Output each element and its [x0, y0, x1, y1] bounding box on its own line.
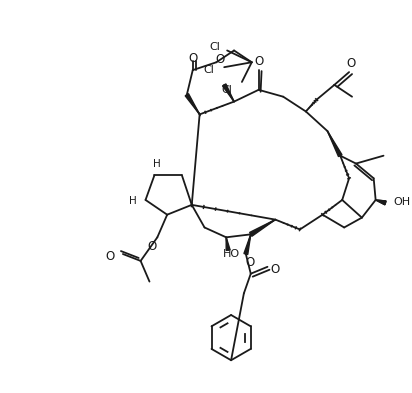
Text: O: O — [271, 263, 280, 276]
Text: Cl: Cl — [209, 42, 220, 51]
Text: OH: OH — [393, 197, 410, 207]
Polygon shape — [185, 94, 200, 114]
Polygon shape — [376, 200, 386, 205]
Text: O: O — [254, 55, 263, 68]
Text: HO: HO — [222, 249, 240, 259]
Polygon shape — [328, 131, 342, 156]
Text: H: H — [153, 158, 161, 169]
Text: Cl: Cl — [204, 65, 214, 75]
Polygon shape — [226, 237, 230, 250]
Text: O: O — [106, 250, 115, 263]
Text: O: O — [215, 53, 225, 66]
Text: H: H — [129, 196, 137, 206]
Polygon shape — [244, 234, 251, 255]
Text: O: O — [245, 256, 254, 269]
Text: Cl: Cl — [221, 85, 232, 95]
Polygon shape — [222, 84, 234, 102]
Polygon shape — [250, 220, 275, 236]
Text: O: O — [346, 57, 356, 70]
Polygon shape — [376, 200, 386, 205]
Text: O: O — [148, 240, 157, 253]
Text: O: O — [188, 52, 197, 65]
